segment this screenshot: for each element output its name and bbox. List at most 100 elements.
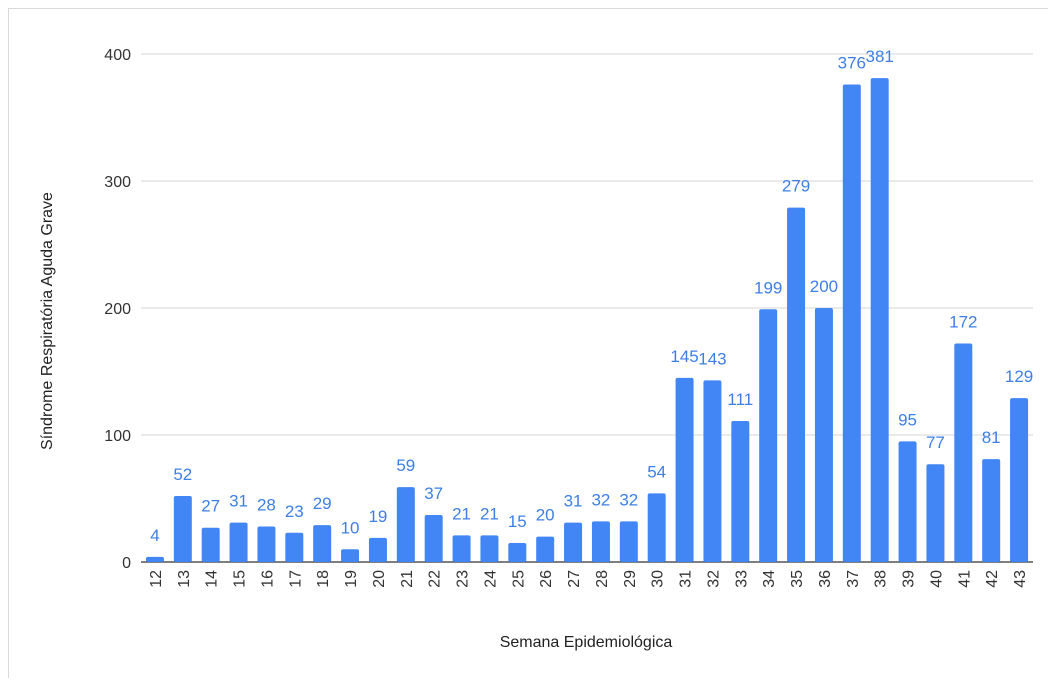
bar-value-label: 20	[536, 506, 555, 525]
bar	[870, 78, 889, 562]
chart-container: 4 52 27 31 28 23 29 10 19 59 37 21 21 15 20 31 32 32 54 145…	[8, 8, 1048, 678]
x-tick-label: 28	[594, 570, 611, 588]
bar-value-label: 4	[150, 526, 159, 545]
bar-value-label: 28	[257, 495, 276, 514]
x-tick-label: 12	[148, 570, 165, 588]
x-tick-label: 32	[705, 570, 722, 588]
x-tick-label: 34	[761, 570, 778, 588]
x-tick-label: 26	[538, 570, 555, 588]
bar-value-label: 21	[452, 504, 471, 523]
bar	[480, 535, 499, 562]
x-tick-label: 16	[259, 570, 276, 588]
x-tick-label: 36	[817, 570, 834, 588]
bar	[173, 495, 192, 562]
bar	[396, 487, 415, 562]
bar	[368, 537, 387, 562]
bar	[759, 309, 778, 562]
bar-value-label: 95	[898, 410, 917, 429]
bar-value-label: 52	[173, 465, 192, 484]
x-tick-label: 20	[371, 570, 388, 588]
bar	[703, 380, 722, 562]
bar	[508, 542, 527, 562]
bar-value-label: 200	[810, 277, 838, 296]
data-labels: 4 52 27 31 28 23 29 10 19 59 37 21 21 15 20 31 32 32 54 145…	[150, 47, 1033, 545]
bar-value-label: 143	[698, 349, 726, 368]
y-axis-title: Síndrome Respiratória Aguda Grave	[39, 192, 56, 450]
bar	[926, 464, 945, 562]
y-tick-label: 300	[104, 174, 131, 191]
x-tick-label: 25	[510, 570, 527, 588]
bar	[898, 441, 917, 562]
bar	[257, 526, 276, 562]
bar	[675, 377, 694, 562]
bar	[842, 84, 861, 562]
bar	[619, 521, 638, 562]
x-tick-label: 39	[901, 570, 918, 588]
bar-value-label: 31	[229, 492, 248, 511]
x-tick-label: 24	[482, 570, 499, 588]
bar-value-label: 381	[866, 47, 894, 66]
bar	[1010, 398, 1029, 562]
bar-value-label: 59	[396, 456, 415, 475]
x-tick-label: 18	[315, 570, 332, 588]
bar-chart: 4 52 27 31 28 23 29 10 19 59 37 21 21 15 20 31 32 32 54 145…	[39, 47, 1033, 651]
bar-value-label: 81	[982, 428, 1001, 447]
x-tick-label: 41	[956, 570, 973, 588]
bar	[424, 515, 443, 562]
bar-value-label: 10	[341, 518, 360, 537]
x-tick-label: 17	[287, 570, 304, 588]
bar-value-label: 199	[754, 278, 782, 297]
bar	[731, 421, 750, 562]
bar-value-label: 129	[1005, 367, 1033, 386]
x-tick-label: 38	[873, 570, 890, 588]
y-axis-ticks: 0 100 200 300 400	[104, 47, 131, 572]
x-tick-label: 15	[232, 570, 249, 588]
y-tick-label: 100	[104, 428, 131, 445]
bar	[814, 308, 833, 562]
x-tick-label: 35	[789, 570, 806, 588]
x-tick-label: 37	[845, 570, 862, 588]
x-tick-label: 21	[399, 570, 416, 588]
y-tick-label: 200	[104, 301, 131, 318]
bar	[564, 522, 583, 562]
bar-value-label: 111	[727, 390, 753, 409]
bar	[313, 525, 332, 562]
bar-value-label: 15	[508, 512, 527, 531]
x-tick-label: 40	[928, 570, 945, 588]
bar-value-label: 376	[838, 53, 866, 72]
bar	[341, 549, 360, 562]
x-tick-label: 31	[678, 570, 695, 588]
bar	[145, 556, 164, 562]
bar-value-label: 21	[480, 504, 499, 523]
x-tick-label: 30	[650, 570, 667, 588]
x-axis-title: Semana Epidemiológica	[500, 634, 673, 651]
bar	[954, 343, 973, 562]
bar-value-label: 37	[424, 484, 443, 503]
bar-value-label: 23	[285, 502, 304, 521]
bar	[536, 536, 555, 562]
bar	[647, 493, 666, 562]
bar-value-label: 77	[926, 433, 945, 452]
y-tick-label: 400	[104, 47, 131, 64]
bar-value-label: 27	[201, 497, 220, 516]
bars	[145, 78, 1029, 563]
x-tick-label: 42	[984, 570, 1001, 588]
x-tick-label: 13	[176, 570, 193, 588]
x-tick-label: 22	[427, 570, 444, 588]
x-tick-label: 29	[622, 570, 639, 588]
x-tick-label: 33	[733, 570, 750, 588]
bar	[982, 459, 1001, 562]
x-tick-label: 27	[566, 570, 583, 588]
bar-value-label: 19	[368, 507, 387, 526]
y-tick-label: 0	[122, 555, 131, 572]
bar-value-label: 31	[564, 492, 583, 511]
x-tick-label: 43	[1012, 570, 1029, 588]
bar	[452, 535, 471, 562]
bar-value-label: 32	[619, 490, 638, 509]
bar-value-label: 279	[782, 177, 810, 196]
bar	[787, 207, 806, 563]
bar	[229, 522, 248, 562]
x-tick-label: 23	[455, 570, 472, 588]
bar-value-label: 54	[647, 462, 666, 481]
bar-value-label: 32	[591, 490, 610, 509]
